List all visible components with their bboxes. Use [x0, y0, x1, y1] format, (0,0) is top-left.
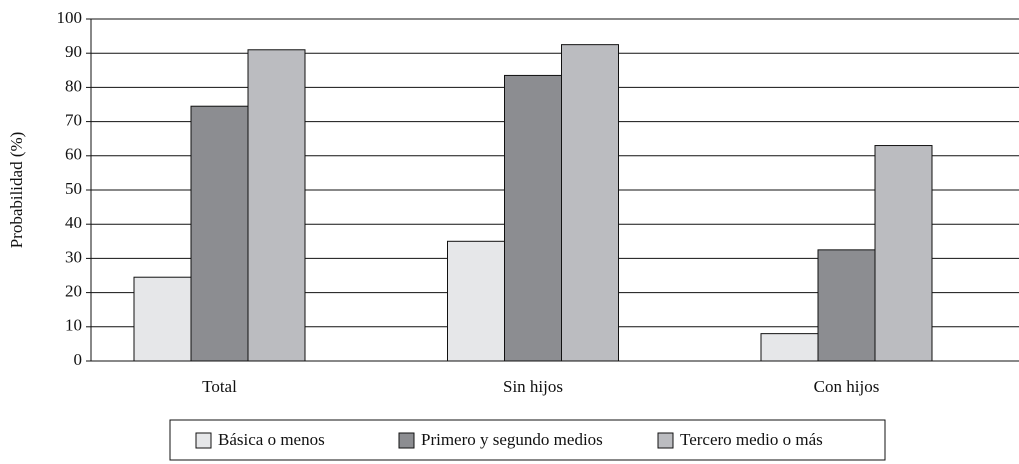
y-tick-label: 10 [65, 316, 82, 335]
bar [504, 74, 562, 362]
bar [874, 145, 933, 362]
legend-swatch [398, 432, 415, 449]
legend-swatch [657, 432, 674, 449]
bar [760, 333, 819, 362]
x-tick-label: Total [202, 377, 237, 396]
y-tick-label: 60 [65, 145, 82, 164]
y-axis-label: Probabilidad (%) [7, 132, 26, 249]
y-tick-label: 30 [65, 247, 82, 266]
y-tick-label: 0 [74, 350, 83, 369]
legend-label: Tercero medio o más [680, 430, 823, 449]
y-tick-label: 50 [65, 179, 82, 198]
y-tick-label: 40 [65, 213, 82, 232]
y-tick-label: 20 [65, 282, 82, 301]
bar [190, 105, 249, 362]
legend-swatch [195, 432, 212, 449]
bar [561, 44, 619, 362]
y-tick-label: 70 [65, 111, 82, 130]
legend-label: Primero y segundo medios [421, 430, 603, 449]
y-tick-label: 80 [65, 76, 82, 95]
legend-label: Básica o menos [218, 430, 325, 449]
legend-box [169, 419, 886, 461]
y-tick-label: 100 [57, 8, 83, 27]
bar [247, 49, 306, 362]
x-tick-label: Con hijos [814, 377, 880, 396]
bar [447, 240, 505, 362]
y-tick-label: 90 [65, 42, 82, 61]
x-tick-label: Sin hijos [503, 377, 563, 396]
bar [817, 249, 876, 362]
bar [133, 276, 192, 362]
